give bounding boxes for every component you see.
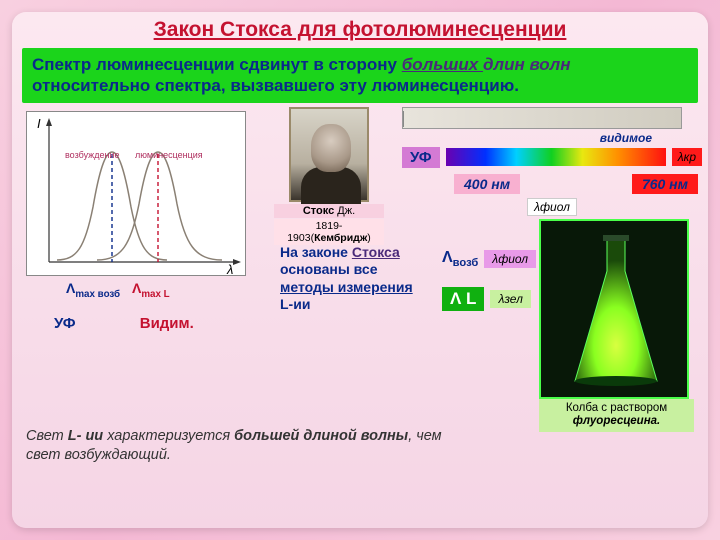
stokes-place: Кембридж xyxy=(314,232,367,244)
bt4: большей длиной волны xyxy=(234,428,408,444)
bt1: Свет xyxy=(26,428,68,444)
law-application-text: На законе Стокса основаны все методы изм… xyxy=(280,244,425,314)
ir-box: λкр xyxy=(672,148,702,166)
portrait-head xyxy=(311,124,351,172)
flask-image xyxy=(539,219,689,399)
spectra-graph: I λ возбуждение люминесценция xyxy=(26,111,246,276)
uv-box: УФ xyxy=(402,147,440,168)
spectra-graph-block: I λ возбуждение люминесценция Λmax возб … xyxy=(26,111,266,333)
law-t5: L-ии xyxy=(280,296,310,312)
lambda-max-vosb: Λmax возб xyxy=(66,280,120,296)
lambda-max-L: Λmax L xyxy=(132,280,170,296)
stokes-close: ) xyxy=(367,232,371,244)
lambda-L-row: Λ L λзел xyxy=(442,287,536,311)
slide-card: Закон Стокса для фотолюминесценции Спект… xyxy=(12,12,708,528)
law-t2: Стокса xyxy=(352,244,400,260)
stokes-name: Стокс Дж. xyxy=(274,204,384,218)
bt2: L- ии xyxy=(68,428,103,444)
curve2-label: люминесценция xyxy=(135,150,203,160)
phi-box: λфиол xyxy=(527,198,577,216)
stokes-surname: Стокс xyxy=(303,205,334,217)
law-t1: На законе xyxy=(280,244,352,260)
visible-label: видимое xyxy=(600,131,652,145)
stmt-p2: больших xyxy=(402,55,483,74)
curve1-label: возбуждение xyxy=(65,150,119,160)
y-axis-label: I xyxy=(37,116,41,131)
lambda-vosb-row: Λвозб λфиол xyxy=(442,249,536,269)
lambda-L-badge: Λ L xyxy=(442,287,484,311)
stokes-initials: Дж. xyxy=(334,205,355,217)
stmt-p1: Спектр люминесценции сдвинут в сторону xyxy=(32,55,402,74)
lambda-labels: Λmax возб Λmax L xyxy=(26,280,266,300)
stokes-years: 1819-1903(Кембридж) xyxy=(274,219,384,245)
phi-row: λфиол xyxy=(402,198,702,216)
graph-svg: I λ xyxy=(27,112,247,277)
lambda-vosb-box: λфиол xyxy=(484,250,536,268)
flask-cap2: флуоресцеина. xyxy=(573,415,661,427)
uv-vis-labels: УФ Видим. xyxy=(26,315,266,332)
law-t3: основаны все xyxy=(280,261,378,277)
experiment-strip xyxy=(402,107,682,129)
slide-title: Закон Стокса для фотолюминесценции xyxy=(22,18,698,42)
lambda-L-box: λзел xyxy=(490,290,530,308)
bt3: характеризуется xyxy=(103,428,234,444)
flask-cap1: Колба с раствором xyxy=(566,402,667,414)
nm-760: 760 нм xyxy=(632,174,698,194)
x-axis-label: λ xyxy=(226,262,233,277)
wavelength-row: 400 нм 760 нм xyxy=(402,174,702,194)
content-area: I λ возбуждение люминесценция Λmax возб … xyxy=(22,109,698,469)
law-t4: методы измерения xyxy=(280,279,413,295)
spectrum-bar-row: УФ λкр xyxy=(402,147,702,168)
flask-block: Колба с раствором флуоресцеина. xyxy=(539,219,694,433)
stmt-p4: относительно спектра, вызвавшего эту люм… xyxy=(32,76,519,95)
stmt-p3: длин волн xyxy=(483,55,571,74)
nm-400: 400 нм xyxy=(454,174,520,194)
spectrum-block: видимое УФ λкр 400 нм 760 нм λфиол xyxy=(402,107,702,216)
portrait-body xyxy=(301,167,361,204)
stokes-statement: Спектр люминесценции сдвинут в сторону б… xyxy=(22,48,698,103)
flask-caption: Колба с раствором флуоресцеина. xyxy=(539,399,694,433)
lambda-column: Λвозб λфиол Λ L λзел xyxy=(442,249,536,329)
visible-spectrum-bar xyxy=(446,148,666,166)
vis-label: Видим. xyxy=(140,315,194,332)
stokes-portrait-block: Стокс Дж. 1819-1903(Кембридж) xyxy=(274,107,384,245)
stokes-portrait xyxy=(289,107,369,202)
bottom-summary: Свет L- ии характеризуется большей длино… xyxy=(26,427,446,465)
lambda-vosb-label: Λвозб xyxy=(442,249,478,269)
uv-label: УФ xyxy=(54,315,76,332)
flask-svg xyxy=(541,221,689,399)
